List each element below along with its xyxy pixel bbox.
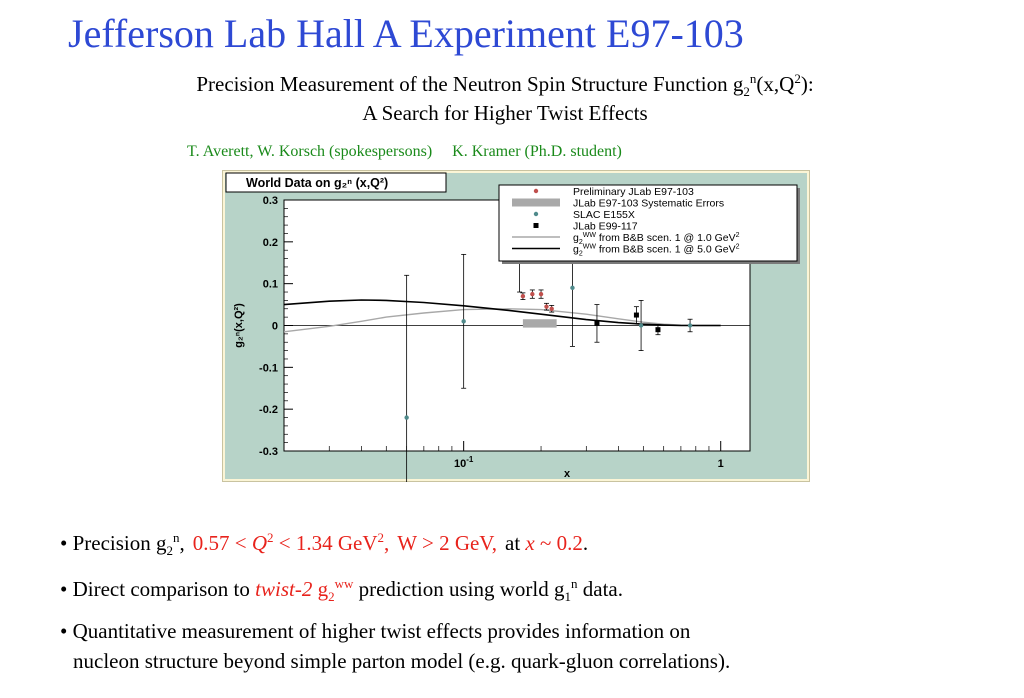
- data-point: [538, 291, 544, 297]
- legend-marker: [512, 198, 560, 207]
- b1-range-sup: 2: [377, 530, 385, 545]
- x-tick-label: 1: [718, 458, 724, 470]
- b1-comma: ,: [179, 531, 185, 555]
- y-tick-label: -0.2: [259, 404, 278, 416]
- b1-sub: 2: [166, 543, 174, 559]
- legend-label: JLab E97-103 Systematic Errors: [573, 198, 724, 210]
- y-tick-label: -0.3: [259, 446, 278, 458]
- legend-sub: 2: [579, 251, 583, 258]
- b2-twist-group: twist-2 g2ww: [255, 576, 354, 605]
- subtitle-sup: n: [749, 71, 757, 86]
- world-data-chart: 0.30.20.10-0.1-0.2-0.310-1 1xg₂ⁿ(x,Q²)Wor…: [222, 170, 810, 482]
- b2-prefix: • Direct comparison to: [60, 577, 250, 601]
- legend-marker: [533, 223, 539, 228]
- legend-label: Preliminary JLab E97-103: [573, 186, 694, 198]
- b1-range: 0.57 < Q2 < 1.34 GeV2, W > 2 GeV,: [193, 531, 497, 555]
- subtitle-post: ):: [800, 72, 814, 96]
- legend-sup: WW: [583, 244, 597, 251]
- b1-x-var: x: [525, 531, 535, 555]
- legend-sup: WW: [583, 232, 597, 239]
- systematic-band: [522, 319, 557, 328]
- b1-at: at: [505, 531, 521, 555]
- spokespersons: T. Averett, W. Korsch (spokespersons): [187, 143, 433, 160]
- y-tick-label: 0.3: [263, 195, 278, 207]
- b2-g2: g: [317, 577, 329, 601]
- data-point: [594, 320, 600, 326]
- data-point: [687, 323, 693, 328]
- b1-sup: n: [173, 530, 180, 545]
- bullet-comparison: • Direct comparison to twist-2 g2ww pred…: [60, 574, 623, 604]
- b1-q: Q: [251, 531, 268, 555]
- y-axis-label: g₂ⁿ(x,Q²): [233, 303, 245, 348]
- bullet-quantitative-1: • Quantitative measurement of higher twi…: [60, 619, 691, 643]
- legend-label: g2WW from B&B scen. 1 @ 5.0 GeV2: [573, 244, 740, 258]
- y-tick-label: 0.1: [263, 279, 278, 291]
- subtitle-line-1: Precision Measurement of the Neutron Spi…: [0, 70, 1010, 99]
- data-point: [461, 319, 466, 324]
- legend-marker: [533, 188, 539, 194]
- subtitle-sub: 2: [743, 84, 750, 100]
- x-tick-exponent: -1: [466, 455, 474, 464]
- chart-title-box: [225, 172, 447, 193]
- b2-mid: prediction using world g: [358, 577, 565, 601]
- legend-post-sup: 2: [736, 244, 740, 251]
- bullet-quantitative-2: nucleon structure beyond simple parton m…: [73, 649, 731, 673]
- legend-sub: 2: [579, 239, 583, 246]
- legend-marker: [533, 211, 539, 217]
- subtitle-line-2: A Search for Higher Twist Effects: [362, 101, 648, 125]
- b2-twist: twist-2: [255, 577, 313, 601]
- legend-label: g2WW from B&B scen. 1 @ 1.0 GeV2: [573, 232, 740, 246]
- subtitle-sup2: 2: [794, 71, 801, 86]
- legend-label: JLab E99-117: [573, 221, 638, 233]
- data-point: [655, 327, 661, 333]
- data-point: [570, 285, 575, 291]
- b1-w-cut: W > 2 GeV,: [397, 531, 498, 555]
- b2-g2-sub: 2: [328, 589, 335, 605]
- y-tick-label: 0.2: [263, 237, 278, 249]
- b1-x-val: ~ 0.2: [540, 531, 583, 555]
- data-point: [633, 312, 639, 318]
- b2-g2-sup: ww: [334, 576, 354, 591]
- legend-post: from B&B scen. 1 @ 1.0 GeV: [596, 232, 736, 244]
- b2-end: data.: [582, 577, 623, 601]
- b1-range-b: < 1.34 GeV: [278, 531, 378, 555]
- b1-end: .: [582, 531, 589, 555]
- subtitle-mid: (x,Q: [756, 72, 795, 96]
- legend-post: from B&B scen. 1 @ 5.0 GeV: [596, 244, 736, 256]
- b1-q-sup: 2: [267, 530, 274, 545]
- data-point: [549, 306, 554, 311]
- data-point: [530, 291, 535, 297]
- b1-range-a: 0.57 <: [192, 531, 247, 555]
- data-point: [544, 304, 549, 309]
- data-point: [404, 415, 409, 420]
- x-axis-label: x: [564, 468, 571, 480]
- b2-g1-sub: 1: [564, 589, 572, 605]
- b1-prefix: • Precision g: [60, 531, 167, 555]
- b2-g1-sup: n: [571, 576, 578, 591]
- slide-title: Jefferson Lab Hall A Experiment E97-103: [68, 11, 744, 56]
- bullet-precision: • Precision g2n, 0.57 < Q2 < 1.34 GeV2, W …: [60, 528, 588, 558]
- authors-line: T. Averett, W. Korsch (spokespersons) K. …: [187, 143, 622, 161]
- student: K. Kramer (Ph.D. student): [452, 143, 622, 160]
- b1-x: x ~ 0.2: [525, 531, 582, 555]
- legend-label: SLAC E155X: [573, 209, 635, 221]
- data-point: [520, 294, 526, 299]
- y-tick-label: -0.1: [259, 362, 278, 374]
- y-tick-label: 0: [272, 321, 278, 333]
- legend-post-sup: 2: [736, 232, 740, 239]
- subtitle-text: Precision Measurement of the Neutron Spi…: [196, 72, 744, 96]
- b1-range-c: ,: [384, 531, 390, 555]
- theory-curve: [283, 299, 721, 327]
- slide-subtitle: Precision Measurement of the Neutron Spi…: [0, 70, 1010, 128]
- chart-title: World Data on g₂ⁿ (x,Q²): [246, 176, 388, 190]
- data-point: [638, 323, 644, 328]
